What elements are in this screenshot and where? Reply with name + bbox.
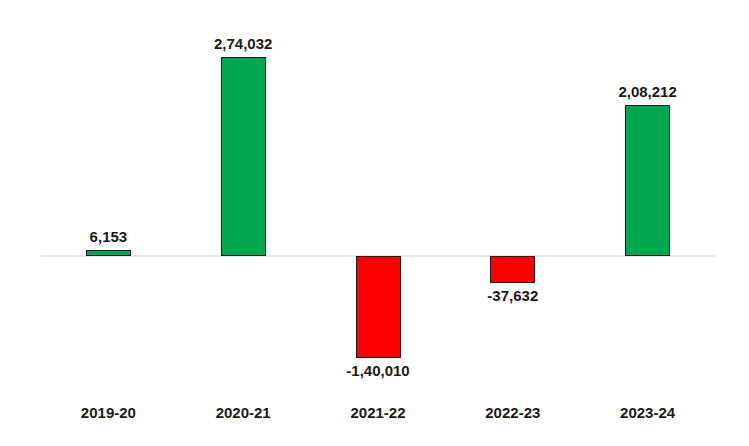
bar-2022-23	[490, 256, 535, 283]
category-label-2022-23: 2022-23	[485, 404, 540, 422]
bar-2021-22	[356, 256, 401, 358]
value-label-2021-22: -1,40,010	[346, 362, 409, 380]
category-label-2021-22: 2021-22	[350, 404, 405, 422]
value-label-2020-21: 2,74,032	[214, 35, 272, 53]
category-label-2023-24: 2023-24	[620, 404, 675, 422]
bar-2020-21	[221, 57, 266, 256]
value-label-2022-23: -37,632	[487, 287, 538, 305]
bar-2019-20	[86, 250, 131, 256]
value-label-2019-20: 6,153	[90, 228, 128, 246]
category-label-2019-20: 2019-20	[81, 404, 136, 422]
value-label-2023-24: 2,08,212	[618, 83, 676, 101]
bar-2023-24	[625, 105, 670, 256]
category-label-2020-21: 2020-21	[216, 404, 271, 422]
bar-chart: 6,153 2019-20 2,74,032 2020-21 -1,40,010 2021…	[0, 0, 749, 446]
plot-area: 6,153 2019-20 2,74,032 2020-21 -1,40,010 2021…	[0, 0, 749, 446]
